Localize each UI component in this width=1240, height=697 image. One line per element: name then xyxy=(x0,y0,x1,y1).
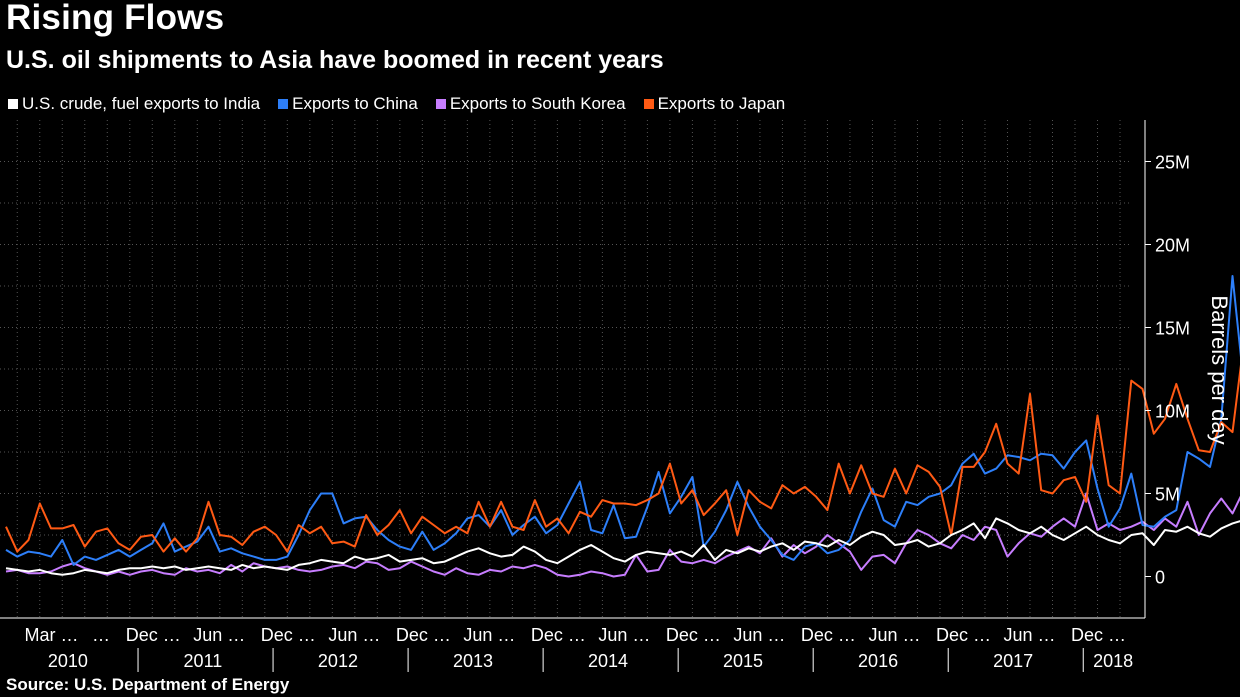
x-tick-label: Dec … xyxy=(936,625,991,645)
x-year-label: 2017 xyxy=(993,651,1033,671)
series-line-exports-to-south-korea xyxy=(5,492,1240,578)
x-tick-label: Jun … xyxy=(598,625,650,645)
x-tick-label: Dec … xyxy=(1071,625,1126,645)
y-tick-label: 5M xyxy=(1155,485,1180,505)
grid-layer xyxy=(0,120,1130,618)
legend-swatch-south-korea xyxy=(435,99,446,109)
x-tick-label: Dec … xyxy=(801,625,856,645)
x-year-label: 2012 xyxy=(318,651,358,671)
x-year-label: 2010 xyxy=(48,651,88,671)
series-line-exports-to-japan xyxy=(5,364,1240,553)
x-tick-label: Dec … xyxy=(531,625,586,645)
series-line-u-s-crude-fuel-exports-to-india xyxy=(5,517,1240,576)
legend-item-china[interactable]: Exports to China xyxy=(278,94,418,114)
y-axis-title: Barrels per day xyxy=(1207,295,1232,444)
x-tick-label: … xyxy=(92,625,110,645)
x-year-label: 2014 xyxy=(588,651,628,671)
x-tick-label: Jun … xyxy=(733,625,785,645)
series-layer xyxy=(5,275,1240,578)
y-tick-label: 15M xyxy=(1155,319,1190,339)
x-tick-label: Dec … xyxy=(396,625,451,645)
x-tick-label: Dec … xyxy=(261,625,316,645)
legend-label-india: U.S. crude, fuel exports to India xyxy=(22,94,261,113)
x-tick-label: Jun … xyxy=(328,625,380,645)
legend-label-south-korea: Exports to South Korea xyxy=(449,94,626,113)
x-year-label: 2016 xyxy=(858,651,898,671)
x-year-label: 2011 xyxy=(184,651,223,671)
x-tick-label: Dec … xyxy=(126,625,181,645)
x-tick-label: Jun … xyxy=(463,625,515,645)
axis-layer: 0 5M 10M 15M 20M 25M Mar … … Dec … Jun … Dec … Jun … xyxy=(0,120,1190,672)
y-tick-label: 10M xyxy=(1155,402,1190,422)
y-tick-label: 0 xyxy=(1155,568,1165,588)
x-year-label: 2015 xyxy=(723,651,763,671)
chart-subtitle: U.S. oil shipments to Asia have boomed i… xyxy=(6,46,664,74)
legend-item-south-korea[interactable]: Exports to South Korea xyxy=(435,94,626,114)
legend: U.S. crude, fuel exports to India Export… xyxy=(8,92,785,116)
legend-item-india[interactable]: U.S. crude, fuel exports to India xyxy=(8,94,260,114)
y-tick-label: 25M xyxy=(1155,153,1190,173)
legend-swatch-japan xyxy=(643,99,654,109)
series-line-exports-to-china xyxy=(5,275,1240,566)
legend-swatch-india xyxy=(8,99,18,109)
x-tick-label: Jun … xyxy=(193,625,245,645)
x-tick-label: Dec … xyxy=(666,625,721,645)
x-tick-label: Mar … xyxy=(25,625,79,645)
legend-swatch-china xyxy=(278,99,289,109)
source-note: Source: U.S. Department of Energy xyxy=(6,675,290,694)
y-tick-label: 20M xyxy=(1155,236,1190,256)
x-year-label: 2018 xyxy=(1093,651,1133,671)
legend-item-japan[interactable]: Exports to Japan xyxy=(643,94,786,114)
x-tick-label: Jun … xyxy=(868,625,920,645)
legend-label-china: Exports to China xyxy=(292,94,418,113)
legend-label-japan: Exports to Japan xyxy=(657,94,786,113)
x-year-label: 2013 xyxy=(453,651,493,671)
x-tick-label: Jun … xyxy=(1003,625,1055,645)
chart-title: Rising Flows xyxy=(6,0,225,37)
